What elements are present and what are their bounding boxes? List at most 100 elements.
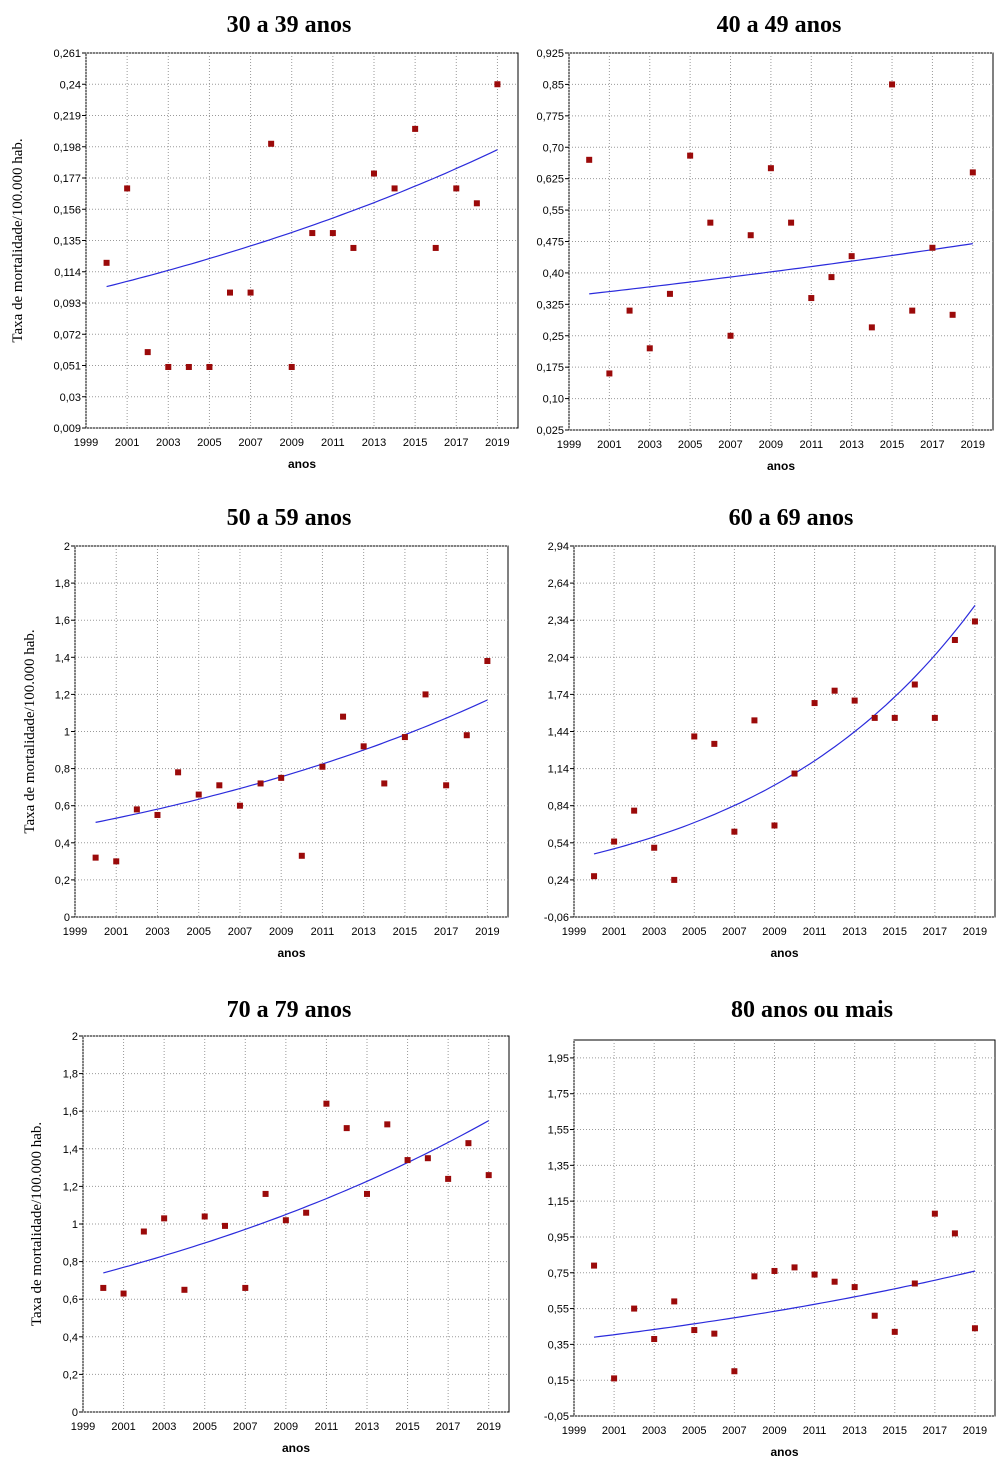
data-point xyxy=(791,1264,798,1271)
data-point xyxy=(343,1125,350,1132)
trend-line xyxy=(95,699,488,823)
x-tick-label: 2009 xyxy=(762,1425,786,1437)
data-point xyxy=(288,363,295,370)
x-tick-label: 2005 xyxy=(682,926,706,938)
data-point xyxy=(465,1140,472,1147)
data-point xyxy=(278,774,285,781)
x-tick-label: 1999 xyxy=(562,1425,586,1437)
x-tick-label: 2011 xyxy=(799,439,823,451)
y-tick-label: 0,325 xyxy=(536,299,564,311)
x-tick-label: 2019 xyxy=(476,1421,500,1433)
x-tick-label: 2017 xyxy=(444,437,468,449)
y-tick-label: 2,64 xyxy=(548,578,569,590)
data-point xyxy=(329,230,336,237)
y-tick-label: 0,051 xyxy=(53,361,81,373)
x-tick-label: 2019 xyxy=(475,926,499,938)
x-axis-label: anos xyxy=(288,457,316,471)
data-point xyxy=(257,780,264,787)
y-tick-label: 0,198 xyxy=(53,142,81,154)
x-axis-label: anos xyxy=(770,946,798,960)
data-point xyxy=(751,1273,758,1280)
y-tick-label: 0,35 xyxy=(548,1339,569,1351)
y-tick-label: 2,94 xyxy=(548,541,569,553)
data-point xyxy=(206,363,213,370)
data-point xyxy=(949,311,956,318)
x-tick-label: 2011 xyxy=(803,1425,827,1437)
x-tick-label: 2003 xyxy=(156,437,180,449)
trend-line xyxy=(103,1120,489,1274)
x-tick-label: 2013 xyxy=(355,1421,379,1433)
chart-title: 70 a 79 anos xyxy=(227,997,352,1023)
y-tick-label: 0,55 xyxy=(548,1304,569,1316)
data-point xyxy=(350,244,357,251)
x-tick-label: 2005 xyxy=(197,437,221,449)
data-point xyxy=(133,806,140,813)
x-tick-label: 2001 xyxy=(597,439,621,451)
y-tick-label: 0,85 xyxy=(543,79,564,91)
data-point xyxy=(951,636,958,643)
x-tick-label: 1999 xyxy=(562,926,586,938)
data-point xyxy=(767,165,774,172)
x-tick-label: 2015 xyxy=(883,926,907,938)
data-point xyxy=(391,185,398,192)
x-tick-label: 2005 xyxy=(678,439,702,451)
x-tick-label: 1999 xyxy=(63,926,87,938)
y-tick-label: 0,093 xyxy=(53,298,81,310)
data-point xyxy=(401,734,408,741)
data-point xyxy=(931,1210,938,1217)
y-tick-label: 0,24 xyxy=(548,875,569,887)
data-point xyxy=(485,1172,492,1179)
y-tick-label: -0,05 xyxy=(544,1411,569,1423)
data-point xyxy=(691,733,698,740)
data-point xyxy=(216,782,223,789)
data-point xyxy=(309,230,316,237)
data-point xyxy=(222,1222,228,1229)
x-tick-label: 2001 xyxy=(602,926,626,938)
data-point xyxy=(931,714,938,721)
x-tick-label: 2013 xyxy=(351,926,375,938)
data-point xyxy=(851,697,858,704)
data-point xyxy=(161,1215,168,1222)
x-tick-label: 2013 xyxy=(842,926,866,938)
y-tick-label: 0,177 xyxy=(53,173,81,185)
data-point xyxy=(591,1262,598,1269)
trend-line xyxy=(589,243,973,295)
data-point xyxy=(707,219,714,226)
data-point xyxy=(282,1217,289,1224)
x-tick-label: 2011 xyxy=(315,1421,339,1433)
plot-area xyxy=(573,1039,996,1417)
x-tick-label: 2009 xyxy=(274,1421,298,1433)
x-tick-label: 2009 xyxy=(269,926,293,938)
data-point xyxy=(848,253,855,260)
x-tick-label: 2007 xyxy=(718,439,742,451)
y-tick-label: 0,70 xyxy=(543,142,564,154)
data-point xyxy=(268,140,275,147)
trend-line xyxy=(593,605,976,855)
x-tick-label: 2017 xyxy=(434,926,458,938)
data-point xyxy=(671,876,678,883)
x-tick-label: 2003 xyxy=(145,926,169,938)
data-point xyxy=(298,852,305,859)
y-tick-label: -0,06 xyxy=(544,912,569,924)
data-point xyxy=(871,1312,878,1319)
chart-1: 30 a 39 anos 1999 2001 2003 2005 2007 2009 2011… xyxy=(10,12,519,471)
x-axis-label: anos xyxy=(282,1441,310,1455)
x-tick-label: 2019 xyxy=(961,439,985,451)
data-point xyxy=(384,1121,391,1128)
x-tick-label: 2009 xyxy=(279,437,303,449)
data-point xyxy=(422,691,429,698)
data-point xyxy=(323,1100,330,1107)
x-tick-label: 2013 xyxy=(839,439,863,451)
y-tick-label: 0,10 xyxy=(543,394,564,406)
data-point xyxy=(360,743,367,750)
data-point xyxy=(691,1327,698,1334)
data-point xyxy=(236,802,243,809)
data-point xyxy=(424,1155,431,1162)
y-tick-label: 0,025 xyxy=(536,425,564,437)
data-point xyxy=(175,769,182,776)
x-tick-label: 2007 xyxy=(722,926,746,938)
trend-line xyxy=(106,149,498,288)
data-point xyxy=(611,838,618,845)
data-point xyxy=(319,763,326,770)
